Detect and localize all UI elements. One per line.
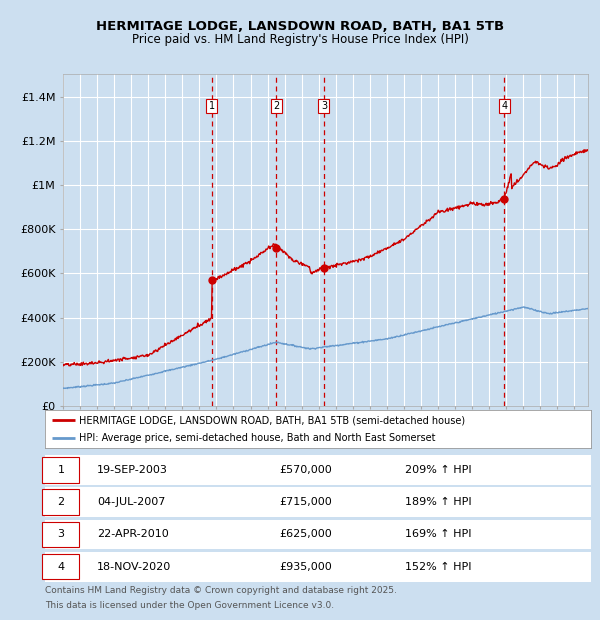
Text: HERMITAGE LODGE, LANSDOWN ROAD, BATH, BA1 5TB: HERMITAGE LODGE, LANSDOWN ROAD, BATH, BA…: [96, 20, 504, 33]
Text: 209% ↑ HPI: 209% ↑ HPI: [406, 465, 472, 475]
Text: £935,000: £935,000: [280, 562, 332, 572]
Text: HPI: Average price, semi-detached house, Bath and North East Somerset: HPI: Average price, semi-detached house,…: [79, 433, 436, 443]
Text: 3: 3: [58, 529, 64, 539]
Text: £570,000: £570,000: [280, 465, 332, 475]
Text: 1: 1: [209, 101, 215, 111]
Text: £715,000: £715,000: [280, 497, 332, 507]
Text: This data is licensed under the Open Government Licence v3.0.: This data is licensed under the Open Gov…: [45, 601, 334, 611]
FancyBboxPatch shape: [42, 554, 79, 580]
Text: 4: 4: [57, 562, 64, 572]
Text: 22-APR-2010: 22-APR-2010: [97, 529, 169, 539]
Text: Price paid vs. HM Land Registry's House Price Index (HPI): Price paid vs. HM Land Registry's House …: [131, 33, 469, 46]
Text: 1: 1: [58, 465, 64, 475]
Text: £625,000: £625,000: [280, 529, 332, 539]
Text: 4: 4: [501, 101, 507, 111]
Text: Contains HM Land Registry data © Crown copyright and database right 2025.: Contains HM Land Registry data © Crown c…: [45, 586, 397, 595]
FancyBboxPatch shape: [42, 457, 79, 483]
Text: 2: 2: [273, 101, 279, 111]
FancyBboxPatch shape: [42, 521, 79, 547]
Text: HERMITAGE LODGE, LANSDOWN ROAD, BATH, BA1 5TB (semi-detached house): HERMITAGE LODGE, LANSDOWN ROAD, BATH, BA…: [79, 415, 465, 425]
Text: 2: 2: [57, 497, 64, 507]
Text: 3: 3: [321, 101, 327, 111]
Text: 189% ↑ HPI: 189% ↑ HPI: [406, 497, 472, 507]
FancyBboxPatch shape: [42, 489, 79, 515]
Text: 04-JUL-2007: 04-JUL-2007: [97, 497, 165, 507]
Text: 152% ↑ HPI: 152% ↑ HPI: [406, 562, 472, 572]
Text: 169% ↑ HPI: 169% ↑ HPI: [406, 529, 472, 539]
Text: 18-NOV-2020: 18-NOV-2020: [97, 562, 171, 572]
Text: 19-SEP-2003: 19-SEP-2003: [97, 465, 168, 475]
